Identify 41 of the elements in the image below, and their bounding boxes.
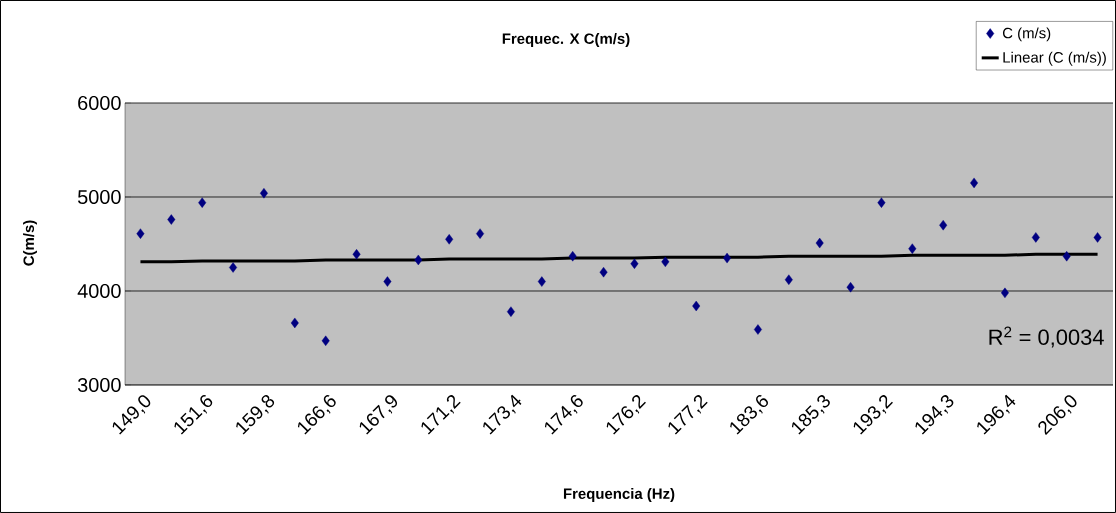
- point: [939, 219, 948, 231]
- point: [908, 243, 917, 254]
- legend-label: Linear (C (m/s)): [1003, 51, 1106, 66]
- point: [877, 197, 886, 208]
- point: [507, 306, 515, 317]
- point: [136, 228, 145, 239]
- point: [476, 228, 485, 239]
- point: [630, 258, 639, 269]
- point: [167, 214, 176, 225]
- point: [290, 317, 299, 329]
- y-tick-label: 6000: [78, 95, 121, 111]
- point: [1093, 232, 1102, 243]
- point: [599, 266, 608, 278]
- point: [784, 274, 793, 285]
- point: [383, 276, 392, 287]
- point: [1062, 251, 1071, 262]
- point: [260, 188, 268, 199]
- chart-title: Frequec. X C(m/s): [502, 33, 630, 47]
- x-axis-title: Frequencia (Hz): [563, 488, 675, 502]
- point: [352, 249, 361, 260]
- y-axis-title: C(m/s): [23, 220, 37, 266]
- legend-label: C (m/s): [1002, 27, 1051, 42]
- point: [815, 237, 824, 249]
- point: [321, 335, 330, 346]
- point: [1031, 232, 1040, 243]
- point: [692, 300, 701, 312]
- point: [537, 276, 546, 287]
- y-tick-label: 5000: [77, 189, 121, 205]
- point: [414, 254, 423, 266]
- point: [229, 262, 238, 273]
- point: [568, 251, 577, 262]
- point: [445, 234, 454, 245]
- point: [970, 177, 979, 189]
- point: [661, 256, 670, 268]
- point: [198, 197, 207, 208]
- y-tick-label: 4000: [77, 283, 121, 299]
- point: [754, 324, 762, 335]
- y-tick-label: 3000: [77, 377, 121, 393]
- annotation: R$^{2}$ = 0,0034: [989, 326, 1104, 348]
- point: [723, 252, 732, 264]
- point: [846, 282, 855, 293]
